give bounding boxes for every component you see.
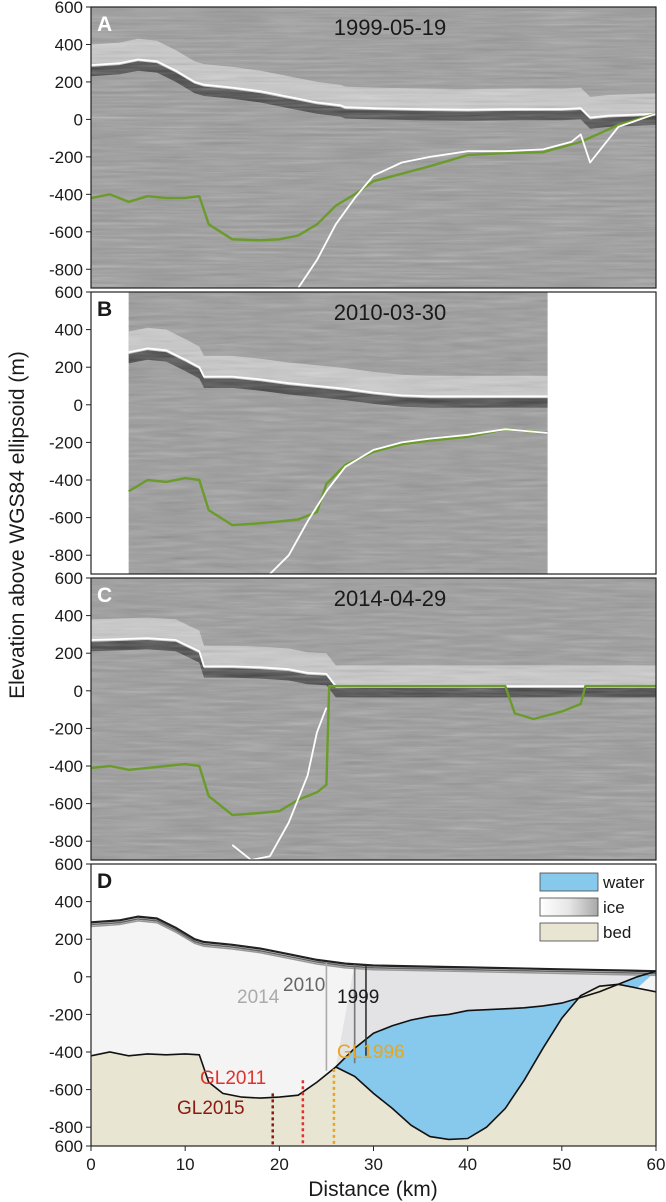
y-tick-label: 0: [74, 396, 83, 415]
plot-frame: [90, 291, 657, 575]
water-area: [335, 971, 656, 1140]
radargram-texture: [91, 7, 656, 288]
plot-area: [91, 915, 656, 1146]
y-tick-label: 200: [55, 358, 83, 377]
y-tick-label: 600: [55, 569, 83, 588]
grounding-line-label: GL2011: [200, 1068, 266, 1089]
panel-c: 2014-04-29 C 600 400 200 0 -200 -400 -600 -800: [49, 569, 657, 861]
y-tick-label: -800: [49, 260, 83, 279]
surface-2010-line: [91, 918, 656, 975]
panel-title: 2010-03-30: [334, 300, 447, 325]
series-bed: [91, 684, 656, 817]
y-tick-label: -200: [49, 719, 83, 738]
grounding-line-label: GL1996: [337, 1042, 405, 1063]
y-tick-label: -200: [49, 433, 83, 452]
series-bed-below-floating: [297, 112, 656, 288]
y-tick-label: -800: [49, 832, 83, 851]
plot-area: [128, 292, 656, 574]
y-tick-label: 600: [55, 0, 83, 17]
x-tick-label: 40: [458, 1155, 477, 1174]
y-tick-label: -400: [49, 471, 83, 490]
legend-swatch: [539, 872, 599, 892]
legend-label: bed: [603, 923, 631, 942]
legend-swatch: [539, 897, 599, 917]
series-surface: [91, 58, 656, 119]
surface-1999-line: [91, 915, 656, 973]
y-tick-label: -600: [49, 1081, 83, 1100]
y-tick-label: 0: [74, 682, 83, 701]
legend-label: ice: [603, 898, 625, 917]
bed-area: [91, 984, 656, 1146]
panel-letter: A: [97, 13, 112, 36]
y-tick-label: 400: [55, 893, 83, 912]
y-tick-label: -600: [49, 223, 83, 242]
y-tick-label: 600: [55, 1137, 83, 1156]
y-tick-label: -800: [49, 546, 83, 565]
panel-letter: C: [97, 584, 112, 607]
panel-a: 1999-05-19 A 600 400 200 0 -200 -400 -600 -800: [49, 0, 657, 289]
series-bed: [91, 112, 656, 242]
y-tick-label: 200: [55, 73, 83, 92]
y-tick-label: 400: [55, 607, 83, 626]
series-surface: [91, 637, 656, 687]
x-tick-label: 50: [552, 1155, 571, 1174]
x-tick-label: 10: [176, 1155, 195, 1174]
x-tick-label: 60: [647, 1155, 666, 1174]
y-tick-label: -400: [49, 1043, 83, 1062]
y-tick-label: -400: [49, 757, 83, 776]
no-data-area: [547, 292, 656, 574]
y-tick-label: 400: [55, 35, 83, 54]
lower-surface-1999-line: [335, 970, 656, 1068]
radargram-texture: [91, 578, 656, 860]
ice-front-label: 2010: [283, 975, 325, 996]
x-tick-label: 30: [364, 1155, 383, 1174]
y-tick-label: 600: [55, 283, 83, 302]
panel-b: 2010-03-30 B 600 400 200 0 -200 -400 -600 -800: [49, 283, 657, 575]
y-tick-label: -600: [49, 509, 83, 528]
legend-label: water: [602, 873, 645, 892]
y-tick-label: 200: [55, 644, 83, 663]
ice-front-label: 2014: [237, 987, 280, 1008]
legend: water ice bed: [539, 872, 645, 942]
y-tick-label: -400: [49, 185, 83, 204]
y-tick-label: -200: [49, 148, 83, 167]
series-bed-below-floating: [269, 428, 548, 574]
grounding-line-label: GL2015: [177, 1098, 245, 1119]
x-axis-title: Distance (km): [308, 1178, 438, 1201]
y-tick-label: 200: [55, 930, 83, 949]
series-bed-below-floating: [231, 707, 328, 860]
series-bed: [128, 428, 548, 527]
panel-title: 2014-04-29: [334, 586, 447, 611]
y-tick-label: 0: [74, 110, 83, 129]
legend-swatch: [539, 922, 599, 942]
y-tick-label: 0: [74, 968, 83, 987]
panel-title: 1999-05-19: [334, 15, 447, 40]
y-tick-label: -200: [49, 1005, 83, 1024]
x-tick-label: 20: [270, 1155, 289, 1174]
plot-area: [91, 578, 656, 860]
y-tick-label: 600: [55, 855, 83, 874]
ice-front-label: 1999: [337, 987, 379, 1008]
ice-floating-area: [335, 963, 656, 1067]
bed-line: [91, 983, 656, 1141]
y-tick-label: -600: [49, 795, 83, 814]
x-tick-label: 0: [86, 1155, 95, 1174]
plot-frame: [90, 6, 657, 289]
series-surface: [128, 347, 548, 398]
y-tick-label: -800: [49, 1118, 83, 1137]
plot-area: [91, 7, 656, 288]
panel-letter: D: [97, 870, 112, 893]
plot-frame: [90, 577, 657, 861]
panel-d: 201420101999GL2011GL2015GL1996watericebe…: [49, 855, 665, 1174]
y-axis-title: Elevation above WGS84 ellipsoid (m): [6, 351, 29, 699]
y-tick-label: 400: [55, 321, 83, 340]
surface-2014-line: [91, 919, 656, 977]
panel-letter: B: [97, 298, 112, 321]
